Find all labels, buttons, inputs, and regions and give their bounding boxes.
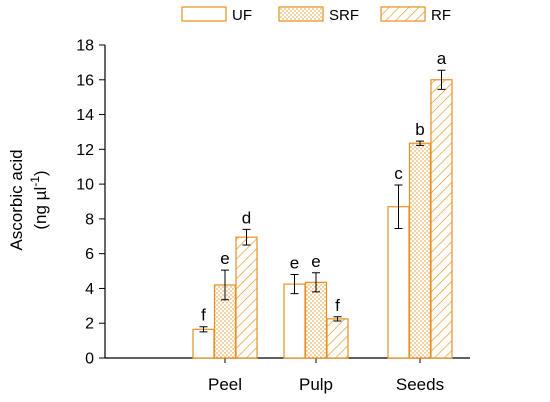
legend-label-rf: RF	[431, 7, 451, 24]
y-axis-label-exponent: -1	[28, 176, 42, 187]
y-axis-label-line2: (ng µl-1)	[28, 170, 50, 229]
significance-letter: f	[201, 306, 206, 325]
significance-letter: f	[335, 296, 340, 315]
y-tick-label: 0	[85, 351, 94, 368]
error-bar	[333, 316, 342, 322]
legend: UF SRF RF	[181, 6, 451, 24]
x-tick-label-peel: Peel	[208, 375, 242, 394]
bar-rf-peel	[235, 236, 258, 359]
y-tick-label: 8	[85, 211, 94, 228]
y-axis-label-unit: (ng µl	[31, 187, 50, 230]
error-bar	[221, 269, 229, 301]
error-bar	[416, 140, 424, 146]
x-tick-label-seeds: Seeds	[396, 375, 444, 394]
significance-letter: c	[394, 164, 403, 183]
x-tick-label-pulp: Pulp	[299, 375, 333, 394]
error-bar	[437, 69, 446, 90]
y-tick-label: 12	[76, 142, 94, 159]
significance-letter: e	[311, 252, 320, 271]
error-bar	[199, 326, 208, 333]
y-tick-label: 10	[76, 177, 94, 194]
bar-uf-seeds	[387, 206, 410, 359]
y-tick-label: 4	[85, 281, 94, 298]
bar-uf-pulp	[283, 283, 306, 359]
legend-label-uf: UF	[232, 7, 252, 24]
error-bar	[394, 184, 403, 229]
bar-srf-seeds	[408, 142, 432, 359]
y-tick-label: 14	[76, 107, 94, 124]
significance-letter: e	[290, 254, 299, 273]
y-tick-label: 16	[76, 72, 94, 89]
legend-label-srf: SRF	[329, 7, 359, 24]
significance-letter: e	[220, 249, 229, 268]
significance-letter: b	[415, 120, 424, 139]
legend-swatch-rf	[380, 6, 426, 22]
y-axis-label-close: )	[31, 170, 50, 176]
bar-rf-pulp	[326, 318, 349, 359]
error-bar	[242, 228, 251, 246]
significance-letter: d	[242, 208, 251, 227]
bar-rf-seeds	[430, 79, 453, 359]
error-bar	[290, 274, 299, 295]
bar-srf-pulp	[304, 281, 328, 359]
legend-swatch-srf	[278, 6, 324, 22]
error-bar	[312, 272, 320, 293]
y-axis-label-line1: Ascorbic acid	[7, 149, 26, 250]
y-tick-label: 18	[76, 38, 94, 55]
axes: 0 2 4 6 8 10 12 14 16 18 Peel Pulp Seeds	[76, 38, 470, 394]
y-tick-label: 2	[85, 316, 94, 333]
bar-uf-peel	[192, 328, 215, 359]
legend-swatch-uf	[181, 6, 227, 22]
y-tick-label: 6	[85, 246, 94, 263]
significance-letter: a	[437, 49, 447, 68]
